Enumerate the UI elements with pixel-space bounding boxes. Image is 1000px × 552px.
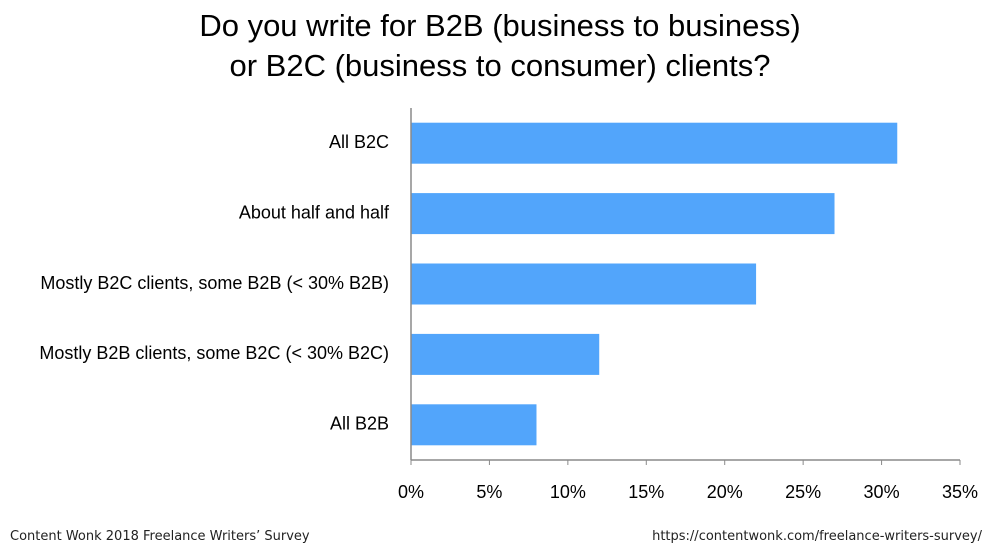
x-tick-label-6: 25% (785, 482, 821, 502)
x-tick-label-8: 35% (942, 482, 978, 502)
category-label-5: All B2B (330, 414, 389, 434)
x-tick-label-4: 15% (628, 482, 664, 502)
bar-5 (411, 404, 537, 446)
category-label-2: About half and half (239, 202, 390, 222)
category-label-3: Mostly B2C clients, some B2B (< 30% B2B) (40, 273, 389, 293)
x-tick-label-1: 0% (398, 482, 424, 502)
x-tick-label-3: 10% (550, 482, 586, 502)
x-tick-label-5: 20% (707, 482, 743, 502)
category-label-4: Mostly B2B clients, some B2C (< 30% B2C) (39, 343, 389, 363)
chart-title-line-2: or B2C (business to consumer) clients? (229, 48, 771, 83)
chart-title: Do you write for B2B (business to busine… (0, 6, 1000, 86)
bar-1 (411, 122, 898, 164)
source-url[interactable]: https://contentwonk.com/freelance-writer… (652, 529, 982, 544)
category-label-1: All B2C (329, 132, 389, 152)
source-footer: Content Wonk 2018 Freelance Writers’ Sur… (10, 529, 310, 544)
bar-4 (411, 333, 600, 375)
bar-2 (411, 193, 835, 235)
chart-title-line-1: Do you write for B2B (business to busine… (199, 8, 801, 43)
bar-3 (411, 263, 757, 305)
x-tick-label-2: 5% (476, 482, 502, 502)
x-tick-label-7: 30% (864, 482, 900, 502)
